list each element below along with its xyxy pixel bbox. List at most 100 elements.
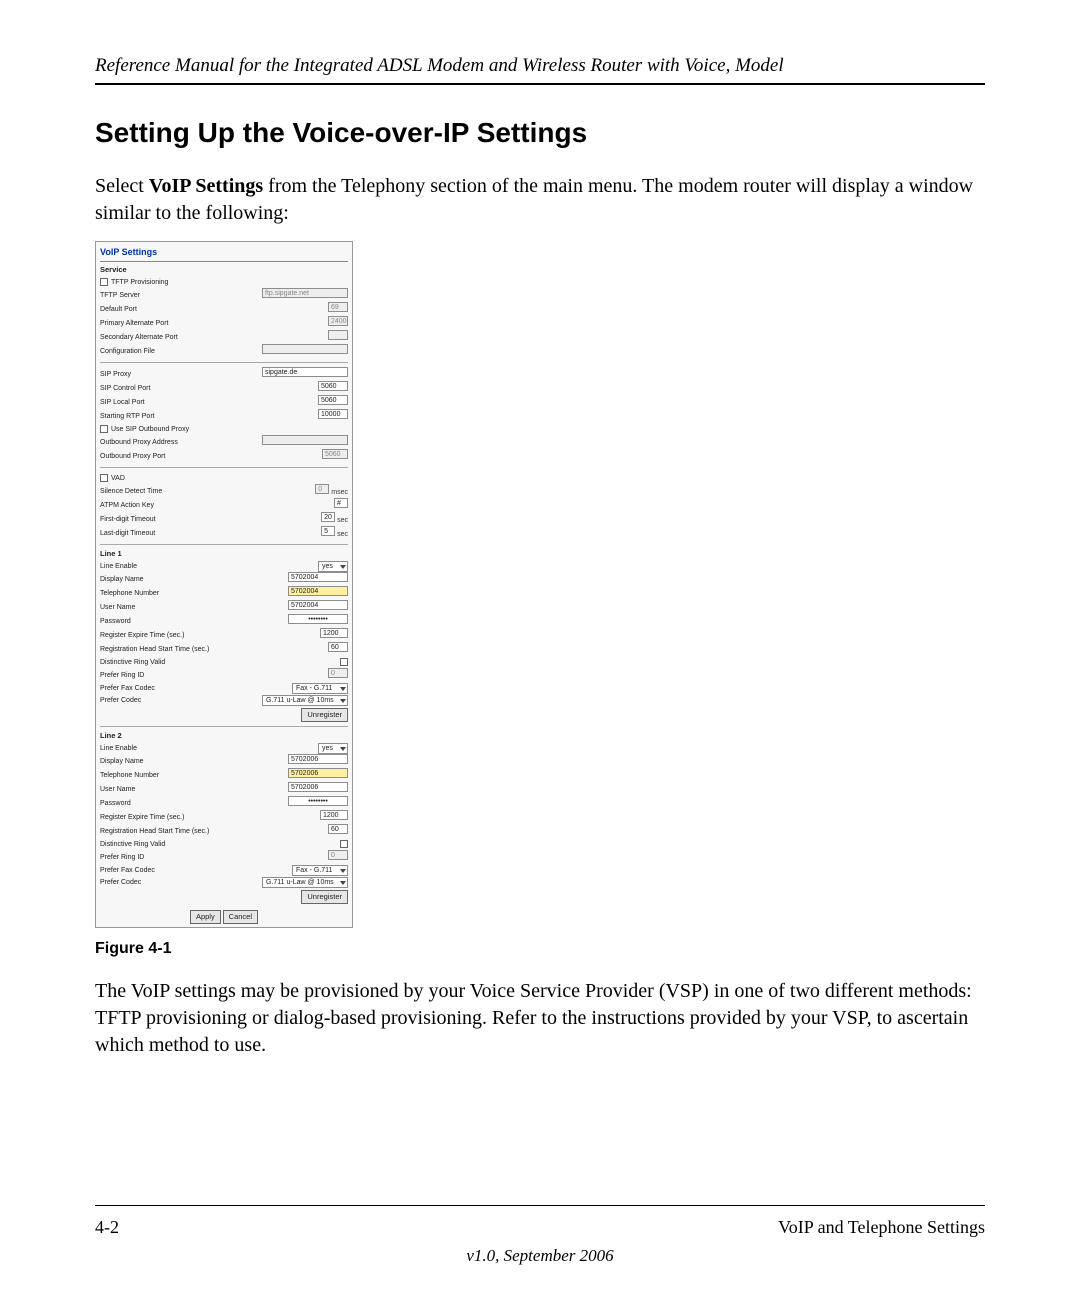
- line2-enable-select[interactable]: yes: [318, 743, 348, 754]
- last-digit-unit: sec: [337, 529, 348, 540]
- sip-proxy-label: SIP Proxy: [100, 369, 262, 380]
- line2-phone-input[interactable]: 5702006: [288, 768, 348, 778]
- line1-phone-label: Telephone Number: [100, 588, 288, 599]
- section-service-heading: Service: [100, 265, 348, 274]
- primary-alt-label: Primary Alternate Port: [100, 318, 328, 329]
- line2-unregister-button[interactable]: Unregister: [301, 890, 348, 904]
- header-reference: Reference Manual for the Integrated ADSL…: [95, 55, 985, 85]
- config-file-input[interactable]: [262, 344, 348, 354]
- use-outbound-checkbox[interactable]: [100, 425, 108, 433]
- line1-pass-input[interactable]: ••••••••: [288, 614, 348, 624]
- line1-regexp-label: Register Expire Time (sec.): [100, 630, 320, 641]
- first-digit-input[interactable]: 20: [321, 512, 335, 522]
- outbound-addr-label: Outbound Proxy Address: [100, 437, 262, 448]
- primary-alt-input[interactable]: 2400: [328, 316, 348, 326]
- first-digit-label: First-digit Timeout: [100, 514, 321, 525]
- outbound-port-label: Outbound Proxy Port: [100, 451, 322, 462]
- last-digit-label: Last-digit Timeout: [100, 528, 321, 539]
- panel-title: VoIP Settings: [100, 245, 348, 262]
- line2-display-label: Display Name: [100, 756, 288, 767]
- line1-phone-input[interactable]: 5702004: [288, 586, 348, 596]
- line1-ringid-label: Prefer Ring ID: [100, 670, 328, 681]
- sip-control-port-input[interactable]: 5060: [318, 381, 348, 391]
- line1-codec-label: Prefer Codec: [100, 695, 262, 706]
- line2-pass-label: Password: [100, 798, 288, 809]
- line1-distinct-label: Distinctive Ring Valid: [100, 657, 340, 668]
- tftp-server-input[interactable]: ftp.sipgate.net: [262, 288, 348, 298]
- line1-user-label: User Name: [100, 602, 288, 613]
- line1-regexp-input[interactable]: 1200: [320, 628, 348, 638]
- use-outbound-row: Use SIP Outbound Proxy: [100, 423, 348, 435]
- default-port-input[interactable]: 69: [328, 302, 348, 312]
- line2-faxcodec-label: Prefer Fax Codec: [100, 865, 292, 876]
- tftp-provisioning-checkbox[interactable]: [100, 278, 108, 286]
- cancel-button[interactable]: Cancel: [223, 910, 258, 924]
- line2-reghead-label: Registration Head Start Time (sec.): [100, 826, 328, 837]
- line2-distinct-label: Distinctive Ring Valid: [100, 839, 340, 850]
- line2-codec-label: Prefer Codec: [100, 877, 262, 888]
- line1-heading: Line 1: [100, 549, 348, 558]
- page-number: 4-2: [95, 1217, 119, 1238]
- line1-unregister-button[interactable]: Unregister: [301, 708, 348, 722]
- sip-proxy-input[interactable]: sipgate.de: [262, 367, 348, 377]
- line2-faxcodec-select[interactable]: Fax - G.711: [292, 865, 348, 876]
- line1-reghead-input[interactable]: 60: [328, 642, 348, 652]
- section-title: VoIP and Telephone Settings: [778, 1217, 985, 1238]
- secondary-alt-input[interactable]: [328, 330, 348, 340]
- outbound-addr-input[interactable]: [262, 435, 348, 445]
- vad-checkbox[interactable]: [100, 474, 108, 482]
- page-footer: 4-2 VoIP and Telephone Settings: [95, 1217, 985, 1238]
- post-paragraph: The VoIP settings may be provisioned by …: [95, 978, 985, 1059]
- intro-paragraph: Select VoIP Settings from the Telephony …: [95, 173, 985, 227]
- line2-reghead-input[interactable]: 60: [328, 824, 348, 834]
- outbound-port-input[interactable]: 5060: [322, 449, 348, 459]
- rtp-port-label: Starting RTP Port: [100, 411, 318, 422]
- last-digit-input[interactable]: 5: [321, 526, 335, 536]
- config-file-label: Configuration File: [100, 346, 262, 357]
- line1-enable-label: Line Enable: [100, 561, 318, 572]
- line1-enable-select[interactable]: yes: [318, 561, 348, 572]
- atpm-label: ATPM Action Key: [100, 500, 334, 511]
- rtp-port-input[interactable]: 10000: [318, 409, 348, 419]
- tftp-server-label: TFTP Server: [100, 290, 262, 301]
- version-footer: v1.0, September 2006: [0, 1246, 1080, 1266]
- page-heading: Setting Up the Voice-over-IP Settings: [95, 117, 985, 149]
- line2-codec-select[interactable]: G.711 u-Law @ 10ms: [262, 877, 348, 888]
- line2-heading: Line 2: [100, 731, 348, 740]
- figure-caption: Figure 4-1: [95, 940, 985, 958]
- voip-settings-screenshot: VoIP Settings Service TFTP Provisioning …: [95, 241, 353, 928]
- line2-display-input[interactable]: 5702006: [288, 754, 348, 764]
- tftp-provisioning-label: TFTP Provisioning: [111, 277, 348, 288]
- line1-reghead-label: Registration Head Start Time (sec.): [100, 644, 328, 655]
- line1-faxcodec-label: Prefer Fax Codec: [100, 683, 292, 694]
- line2-enable-label: Line Enable: [100, 743, 318, 754]
- figure-container: VoIP Settings Service TFTP Provisioning …: [95, 241, 985, 928]
- line2-pass-input[interactable]: ••••••••: [288, 796, 348, 806]
- line1-codec-select[interactable]: G.711 u-Law @ 10ms: [262, 695, 348, 706]
- line1-pass-label: Password: [100, 616, 288, 627]
- line2-ringid-label: Prefer Ring ID: [100, 852, 328, 863]
- line2-user-input[interactable]: 5702006: [288, 782, 348, 792]
- line2-phone-label: Telephone Number: [100, 770, 288, 781]
- apply-button[interactable]: Apply: [190, 910, 221, 924]
- line2-ringid-input[interactable]: 0: [328, 850, 348, 860]
- sip-control-port-label: SIP Control Port: [100, 383, 318, 394]
- line2-distinct-checkbox[interactable]: [340, 840, 348, 848]
- sip-local-port-input[interactable]: 5060: [318, 395, 348, 405]
- line1-distinct-checkbox[interactable]: [340, 658, 348, 666]
- line1-faxcodec-select[interactable]: Fax - G.711: [292, 683, 348, 694]
- secondary-alt-label: Secondary Alternate Port: [100, 332, 328, 343]
- line1-user-input[interactable]: 5702004: [288, 600, 348, 610]
- line1-display-input[interactable]: 5702004: [288, 572, 348, 582]
- intro-bold: VoIP Settings: [149, 175, 263, 197]
- sip-local-port-label: SIP Local Port: [100, 397, 318, 408]
- silence-input[interactable]: 0: [315, 484, 329, 494]
- line2-user-label: User Name: [100, 784, 288, 795]
- line1-ringid-input[interactable]: 0: [328, 668, 348, 678]
- first-digit-unit: sec: [337, 515, 348, 526]
- default-port-label: Default Port: [100, 304, 328, 315]
- line2-regexp-input[interactable]: 1200: [320, 810, 348, 820]
- line2-regexp-label: Register Expire Time (sec.): [100, 812, 320, 823]
- silence-unit: msec: [331, 487, 348, 498]
- atpm-input[interactable]: #: [334, 498, 348, 508]
